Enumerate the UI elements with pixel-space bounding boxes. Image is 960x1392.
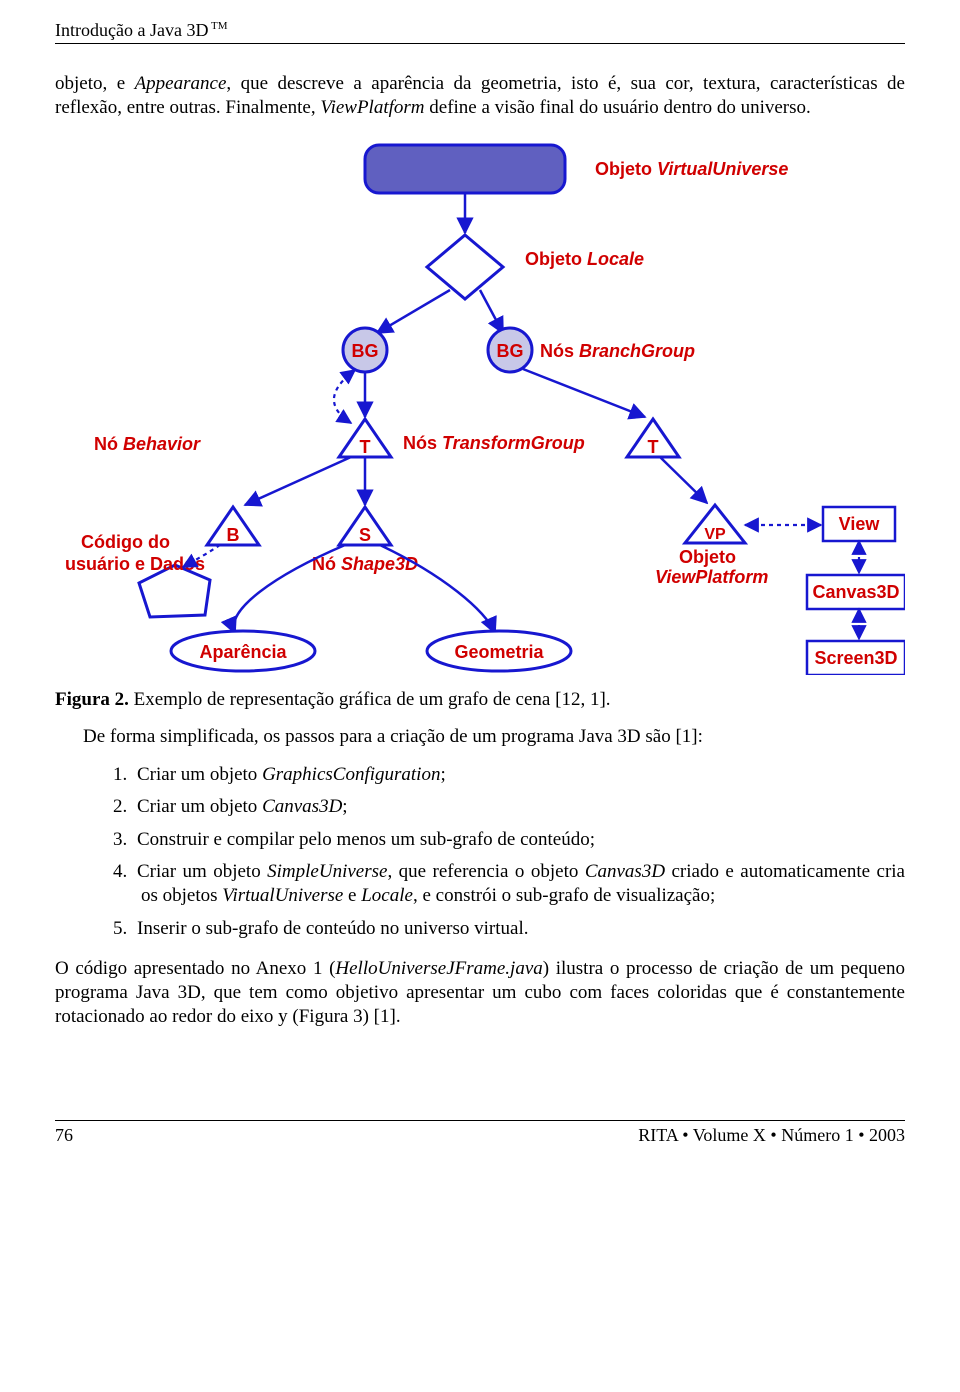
- header-title: Introdução a Java 3D: [55, 20, 208, 40]
- paragraph-2: De forma simplificada, os passos para a …: [55, 725, 905, 749]
- edge-dashed: [334, 370, 355, 423]
- virtual-universe-node: [365, 145, 565, 193]
- steps-list: 1.Criar um objeto GraphicsConfiguration;…: [55, 763, 905, 941]
- list-item: 2.Criar um objeto Canvas3D;: [55, 795, 905, 819]
- list-item: 5.Inserir o sub-grafo de conteúdo no uni…: [55, 917, 905, 941]
- screen3d-label: Screen3D: [814, 648, 897, 668]
- list-item: 1.Criar um objeto GraphicsConfiguration;: [55, 763, 905, 787]
- list-item: 3.Construir e compilar pelo menos um sub…: [55, 828, 905, 852]
- edge: [377, 290, 450, 333]
- edge: [523, 369, 645, 417]
- header-rule: [55, 43, 905, 44]
- paragraph-3: O código apresentado no Anexo 1 (HelloUn…: [55, 957, 905, 1030]
- view-label: View: [839, 514, 881, 534]
- geometria-label: Geometria: [454, 642, 544, 662]
- edge: [245, 457, 351, 505]
- paragraph-1: objeto, e Appearance, que descreve a apa…: [55, 72, 905, 121]
- aparencia-label: Aparência: [199, 642, 287, 662]
- page-footer: 76 RITA • Volume X • Número 1 • 2003: [55, 1125, 905, 1146]
- bg-letter: BG: [497, 341, 524, 361]
- behavior-label: Nó Behavior: [94, 434, 201, 454]
- edge: [480, 290, 503, 333]
- virtual-universe-label: Objeto VirtualUniverse: [595, 159, 788, 179]
- locale-label: Objeto Locale: [525, 249, 644, 269]
- t-letter: T: [648, 437, 659, 457]
- list-item: 4.Criar um objeto SimpleUniverse, que re…: [55, 860, 905, 909]
- b-letter: B: [227, 525, 240, 545]
- viewplatform-label: Objeto ViewPlatform: [655, 547, 768, 587]
- branchgroup-label: Nós BranchGroup: [540, 341, 695, 361]
- locale-node: [427, 235, 503, 299]
- figure-caption: Figura 2. Exemplo de representação gráfi…: [55, 689, 905, 711]
- edge: [660, 457, 707, 503]
- page-number: 76: [55, 1125, 73, 1146]
- scene-graph-diagram: Objeto VirtualUniverse Objeto Locale BG …: [55, 135, 905, 675]
- page-header: Introdução a Java 3D TM: [55, 20, 905, 41]
- bg-letter: BG: [352, 341, 379, 361]
- t-letter: T: [360, 437, 371, 457]
- journal-info: RITA • Volume X • Número 1 • 2003: [638, 1125, 905, 1146]
- transformgroup-label: Nós TransformGroup: [403, 433, 585, 453]
- s-letter: S: [359, 525, 371, 545]
- header-tm: TM: [208, 20, 227, 32]
- canvas3d-label: Canvas3D: [812, 582, 899, 602]
- vp-letter: VP: [704, 526, 726, 543]
- footer-rule: [55, 1120, 905, 1121]
